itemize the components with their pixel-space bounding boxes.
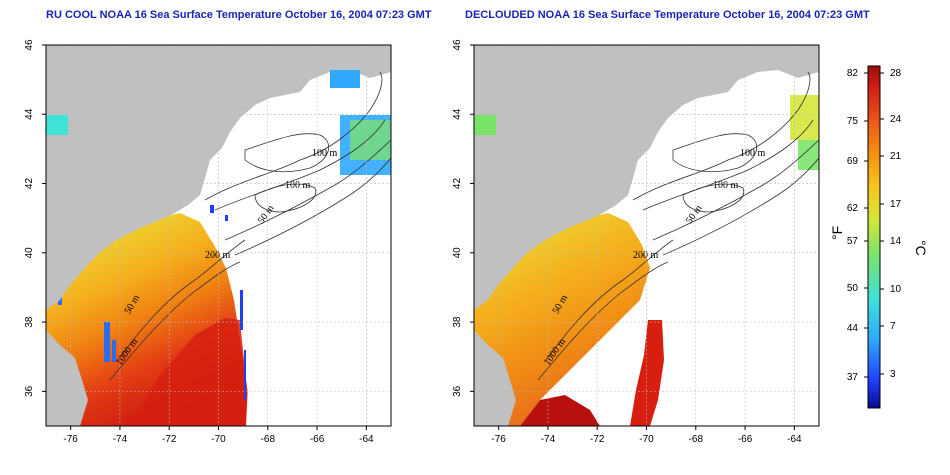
right-gulf-stream-patch	[520, 395, 600, 426]
celsius-tick-label: 3	[890, 369, 896, 380]
x-tick-label: -72	[162, 434, 177, 445]
x-tick-label: -64	[359, 434, 374, 445]
x-tick-label: -76	[63, 434, 78, 445]
celsius-tick-label: 24	[890, 114, 902, 125]
fahrenheit-unit-label: °F	[829, 226, 845, 240]
y-tick-label: 36	[452, 385, 463, 397]
x-tick-label: -68	[689, 434, 704, 445]
fahrenheit-tick-label: 62	[847, 203, 859, 214]
y-tick-label: 36	[24, 385, 35, 397]
x-tick-label: -70	[639, 434, 654, 445]
y-tick-label: 44	[24, 108, 35, 120]
y-tick-label: 40	[452, 247, 463, 259]
right-contour-label-100m: 100 m	[713, 180, 739, 191]
x-tick-label: -66	[738, 434, 753, 445]
right-grid	[474, 44, 819, 426]
fahrenheit-tick-label: 44	[847, 323, 859, 334]
colorbar-gradient	[867, 65, 881, 409]
left-bathymetry-contours	[109, 71, 391, 381]
celsius-tick-label: 14	[890, 236, 902, 247]
left-map-title: RU COOL NOAA 16 Sea Surface Temperature …	[46, 9, 432, 21]
left-contour-label-100m-north: 100 m	[312, 148, 338, 159]
x-tick-label: -72	[590, 434, 605, 445]
y-tick-label: 42	[452, 178, 463, 190]
y-tick-label: 44	[452, 108, 463, 120]
x-tick-label: -66	[310, 434, 325, 445]
y-tick-label: 46	[452, 39, 463, 51]
right-contour-label-200m: 200 m	[633, 250, 659, 261]
fahrenheit-tick-label: 75	[847, 116, 859, 127]
x-tick-label: -68	[261, 434, 276, 445]
x-tick-label: -76	[491, 434, 506, 445]
left-map-panel: 100 m 100 m 50 m 200 m 50 m 1000 m -76 -7…	[24, 39, 392, 445]
left-contour-label-200m: 200 m	[205, 250, 231, 261]
y-tick-label: 38	[24, 316, 35, 328]
y-tick-label: 38	[452, 316, 463, 328]
right-map-title: DECLOUDED NOAA 16 Sea Surface Temperatur…	[465, 9, 870, 21]
left-land	[46, 45, 391, 310]
y-tick-label: 46	[24, 39, 35, 51]
right-axis-ticks: -76 -74 -72 -70 -68 -66 -64 36 38 40 42 44 46	[452, 39, 802, 445]
left-land-south	[46, 330, 88, 426]
celsius-tick-label: 7	[890, 321, 896, 332]
fahrenheit-tick-label: 82	[847, 68, 859, 79]
celsius-tick-label: 17	[890, 199, 902, 210]
right-map-panel: 100 m 100 m 50 m 200 m 50 m 1000 m -76 -7…	[452, 39, 820, 445]
y-tick-label: 40	[24, 247, 35, 259]
right-eddy-patch	[630, 320, 664, 426]
fahrenheit-tick-label: 69	[847, 156, 859, 167]
fahrenheit-tick-label: 37	[847, 372, 859, 383]
x-tick-label: -70	[211, 434, 226, 445]
left-north-sst-patches	[46, 70, 391, 175]
celsius-tick-label: 28	[890, 68, 902, 79]
left-cloud-white	[246, 320, 310, 426]
right-sst-field	[474, 213, 650, 426]
left-contour-label-100m: 100 m	[285, 180, 311, 191]
right-north-sst-patches	[474, 95, 819, 170]
right-bathymetry-contours	[537, 71, 819, 381]
celsius-unit-label: °C	[913, 240, 929, 256]
fahrenheit-tick-label: 57	[847, 236, 859, 247]
x-tick-label: -74	[113, 434, 128, 445]
x-tick-label: -74	[541, 434, 556, 445]
colorbar-ticks: 82 75 69 62 57 50 44 37 28 24 21 17 14 10 7 3	[847, 68, 902, 383]
x-tick-label: -64	[787, 434, 802, 445]
temperature-colorbar: 82 75 69 62 57 50 44 37 28 24 21 17 14 10 7 3 °F °C	[829, 65, 929, 409]
celsius-tick-label: 21	[890, 151, 902, 162]
right-land	[474, 45, 819, 310]
right-contour-label-100m-north: 100 m	[740, 148, 766, 159]
left-gulf-stream-core	[130, 318, 252, 426]
y-tick-label: 42	[24, 178, 35, 190]
left-axis-ticks: -76 -74 -72 -70 -68 -66 -64 36 38 40 42 44 46	[24, 39, 374, 445]
right-land-south	[474, 330, 516, 426]
fahrenheit-tick-label: 50	[847, 283, 859, 294]
celsius-tick-label: 10	[890, 284, 902, 295]
